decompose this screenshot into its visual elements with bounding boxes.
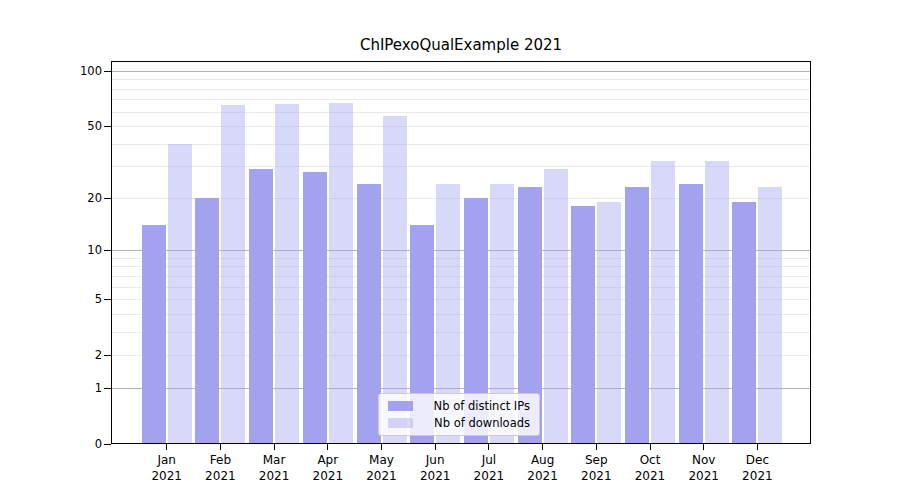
x-tick <box>274 444 275 450</box>
x-tick-label-month: Dec <box>729 452 785 468</box>
x-tick-label-month: Jan <box>139 452 195 468</box>
legend-label-distinct-ips: Nb of distinct IPs <box>427 399 530 413</box>
y-gridline-minor <box>111 112 811 113</box>
x-tick-label: Dec2021 <box>729 452 785 484</box>
bar-distinct-ips <box>195 198 219 444</box>
x-tick-label-month: Mar <box>246 452 302 468</box>
y-gridline-minor <box>111 89 811 90</box>
bar-distinct-ips <box>142 225 166 444</box>
x-tick-label-year: 2021 <box>300 468 356 484</box>
bar-downloads <box>597 202 621 444</box>
x-tick-label-month: Jul <box>461 452 517 468</box>
x-tick-label-month: May <box>354 452 410 468</box>
x-tick-label-month: Aug <box>515 452 571 468</box>
x-tick-label-month: Apr <box>300 452 356 468</box>
y-tick <box>104 126 111 127</box>
legend-swatch-downloads <box>388 418 413 428</box>
x-tick <box>488 444 489 450</box>
y-tick-label: 2 <box>60 347 102 363</box>
x-tick-label-month: Oct <box>622 452 678 468</box>
x-tick-label: Sep2021 <box>568 452 624 484</box>
y-tick <box>104 71 111 72</box>
bar-downloads <box>221 105 245 444</box>
x-tick-label: May2021 <box>354 452 410 484</box>
bar-downloads <box>329 103 353 444</box>
x-tick-label-year: 2021 <box>246 468 302 484</box>
x-tick-label-year: 2021 <box>515 468 571 484</box>
x-tick-label: Apr2021 <box>300 452 356 484</box>
y-tick-label: 10 <box>60 242 102 258</box>
x-tick-label-year: 2021 <box>354 468 410 484</box>
x-tick-label: Mar2021 <box>246 452 302 484</box>
y-tick <box>104 444 111 445</box>
x-tick-label-month: Jun <box>407 452 463 468</box>
bar-distinct-ips <box>732 202 756 444</box>
bar-distinct-ips <box>303 172 327 444</box>
chart-title: ChIPexoQualExample 2021 <box>111 36 811 54</box>
x-tick-label-year: 2021 <box>568 468 624 484</box>
x-tick-label: Aug2021 <box>515 452 571 484</box>
y-tick <box>104 198 111 199</box>
x-tick-label: Nov2021 <box>676 452 732 484</box>
x-tick-label: Jan2021 <box>139 452 195 484</box>
bar-distinct-ips <box>679 184 703 444</box>
x-tick-label-year: 2021 <box>729 468 785 484</box>
y-tick-label: 20 <box>60 190 102 206</box>
bar-distinct-ips <box>625 187 649 444</box>
y-gridline-minor <box>111 126 811 127</box>
x-tick <box>381 444 382 450</box>
bar-downloads <box>544 169 568 444</box>
x-tick-label: Oct2021 <box>622 452 678 484</box>
x-tick-label-year: 2021 <box>622 468 678 484</box>
x-tick-label-month: Sep <box>568 452 624 468</box>
plot-area: 0125102050100Jan2021Feb2021Mar2021Apr202… <box>111 61 811 444</box>
y-gridline-minor <box>111 99 811 100</box>
bar-downloads <box>705 161 729 444</box>
y-tick <box>104 388 111 389</box>
x-tick <box>435 444 436 450</box>
bar-downloads <box>651 161 675 444</box>
y-tick-label: 100 <box>60 63 102 79</box>
x-tick-label: Jun2021 <box>407 452 463 484</box>
x-tick-label-year: 2021 <box>407 468 463 484</box>
x-tick <box>596 444 597 450</box>
x-tick <box>542 444 543 450</box>
x-tick <box>757 444 758 450</box>
y-tick <box>104 299 111 300</box>
y-tick <box>104 250 111 251</box>
bar-downloads <box>168 144 192 444</box>
x-tick <box>327 444 328 450</box>
y-tick-label: 5 <box>60 291 102 307</box>
y-gridline-major <box>111 71 811 72</box>
x-tick-label-year: 2021 <box>139 468 195 484</box>
x-tick-label-year: 2021 <box>461 468 517 484</box>
legend-row-downloads: Nb of downloads <box>388 416 530 430</box>
bar-distinct-ips <box>571 206 595 444</box>
legend: Nb of distinct IPs Nb of downloads <box>378 393 540 436</box>
legend-swatch-distinct-ips <box>388 401 413 411</box>
bar-distinct-ips <box>357 184 381 444</box>
bar-downloads <box>275 104 299 444</box>
legend-label-downloads: Nb of downloads <box>427 416 530 430</box>
x-tick-label: Jul2021 <box>461 452 517 484</box>
y-gridline-minor <box>111 79 811 80</box>
y-tick-label: 50 <box>60 118 102 134</box>
x-tick-label-month: Feb <box>192 452 248 468</box>
x-tick-label-year: 2021 <box>192 468 248 484</box>
y-tick <box>104 355 111 356</box>
y-tick-label: 1 <box>60 380 102 396</box>
x-tick-label-month: Nov <box>676 452 732 468</box>
bar-distinct-ips <box>249 169 273 444</box>
figure: ChIPexoQualExample 2021 0125102050100Jan… <box>0 0 900 500</box>
x-tick <box>220 444 221 450</box>
y-gridline-minor <box>111 144 811 145</box>
y-tick-label: 0 <box>60 436 102 452</box>
x-tick-label-year: 2021 <box>676 468 732 484</box>
x-tick <box>650 444 651 450</box>
legend-row-distinct-ips: Nb of distinct IPs <box>388 399 530 413</box>
bar-downloads <box>758 187 782 444</box>
x-tick <box>166 444 167 450</box>
x-tick-label: Feb2021 <box>192 452 248 484</box>
x-tick <box>703 444 704 450</box>
